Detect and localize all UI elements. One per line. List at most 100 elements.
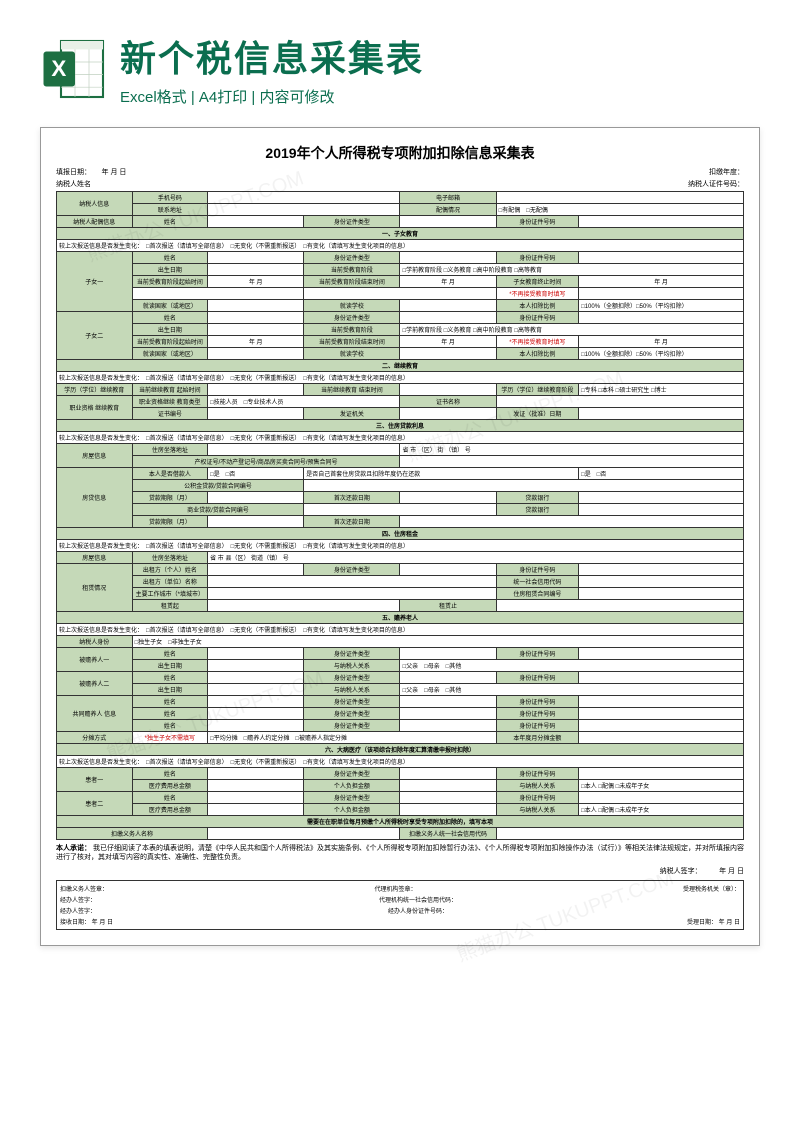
sheet-preview: 2019年个人所得税专项附加扣除信息采集表 填报日期： 年 月 日 扣缴年度： …: [40, 127, 760, 946]
cell: 就读国家（或地区）: [132, 300, 208, 312]
cell: 身份证件号码: [496, 252, 578, 264]
cell: 身份证件类型: [304, 312, 400, 324]
cell: 配偶情况: [400, 204, 496, 216]
payer-id-label: 纳税人证件号码：: [688, 179, 744, 189]
cell: 身份证件类型: [304, 672, 400, 684]
cell: 住房坐落地址: [132, 552, 208, 564]
cell: 与纳税人关系: [496, 780, 578, 792]
cell: 当前受教育阶段结束时间: [304, 276, 400, 288]
meta-row: 填报日期： 年 月 日 扣缴年度：: [56, 167, 744, 177]
cell: 出生日期: [132, 324, 208, 336]
change-line: 较上次报送信息是否发生变化： □首次报送（请填写全部信息） □无变化（不需重新报…: [57, 240, 744, 252]
cell: 扣缴义务人名称: [57, 828, 208, 840]
cell: 姓名: [132, 216, 208, 228]
cell: 身份证件号码: [496, 720, 578, 732]
declaration: 本人承诺： 我已仔细阅读了本表的填表说明，清楚《中华人民共和国个人所得税法》及其…: [56, 844, 744, 862]
cell: 纳税人信息: [57, 192, 133, 216]
section-header: 三、住房贷款利息: [57, 420, 744, 432]
change-line: 较上次报送信息是否发生变化： □首次报送（请填写全部信息） □无变化（不需重新报…: [57, 372, 744, 384]
cell: 证书编号: [132, 408, 208, 420]
cell: 就读学校: [304, 300, 400, 312]
cell: 学历（学位）继续教育阶段: [496, 384, 578, 396]
cell: 房贷信息: [57, 468, 133, 528]
change-line: 较上次报送信息是否发生变化： □首次报送（请填写全部信息） □无变化（不需重新报…: [57, 432, 744, 444]
cell: 身份证件号码: [496, 672, 578, 684]
cell: 贷款期限（月）: [132, 492, 208, 504]
cell: 省 市 县（区） 街道（镇） 号: [208, 552, 744, 564]
cell: 被赡养人一: [57, 648, 133, 672]
cell: 身份证件类型: [304, 696, 400, 708]
excel-icon: X: [40, 34, 110, 104]
cell: 本人扣除比例: [496, 348, 578, 360]
cell: 姓名: [132, 708, 208, 720]
date-fmt: 年 月 日: [102, 169, 127, 176]
cell: □平均分摊 □赡养人约定分摊 □被赡养人指定分摊: [208, 732, 497, 744]
section-header: 二、继续教育: [57, 360, 744, 372]
cell: 姓名: [132, 696, 208, 708]
cell: 电子邮箱: [400, 192, 496, 204]
cell: 是否自己首套住房贷款且扣除年度仍在还款: [304, 468, 579, 480]
cell: 证书名称: [400, 396, 496, 408]
payer-sign-label: 纳税人签字：: [660, 868, 699, 875]
cell: □父亲 □母亲 □其他: [400, 684, 744, 696]
cell: 年 月: [579, 276, 744, 288]
cell: 贷款银行: [496, 492, 578, 504]
cell: 就读学校: [304, 348, 400, 360]
cell: 医疗费用总金额: [132, 780, 208, 792]
cell: 当前受教育阶段结束时间: [304, 336, 400, 348]
cell: 发证机关: [304, 408, 400, 420]
cell: 当前受教育阶段起始时间: [132, 336, 208, 348]
cell: □父亲 □母亲 □其他: [400, 660, 744, 672]
cell: □本人 □配偶 □未成年子女: [579, 780, 744, 792]
cell: 年 月: [208, 276, 304, 288]
cell: 纳税人配偶信息: [57, 216, 133, 228]
cell: 房屋信息: [57, 552, 133, 564]
cell-warning: *不再接受教育时填写: [496, 336, 578, 348]
cell: 出生日期: [132, 264, 208, 276]
sheet-title: 2019年个人所得税专项附加扣除信息采集表: [56, 143, 744, 163]
cell: 身份证件号码: [496, 792, 578, 804]
cell: 本人扣除比例: [496, 300, 578, 312]
cell: 姓名: [132, 768, 208, 780]
cell: 身份证件号码: [496, 312, 578, 324]
cell: 年 月: [579, 336, 744, 348]
cell: 产权证号/不动产登记号/商品房买卖合同号/预售合同号: [132, 456, 400, 468]
cell: 患者二: [57, 792, 133, 816]
cell: 房屋信息: [57, 444, 133, 468]
cell: □本人 □配偶 □未成年子女: [579, 804, 744, 816]
section-header: 六、大病医疗（该项综合扣除年度汇算清缴申报时扣除）: [57, 744, 744, 756]
cell: 主要工作城市（*填城市）: [132, 588, 208, 600]
cell: 扣缴义务人统一社会信用代码: [400, 828, 496, 840]
handler2: 经办人签字：: [60, 906, 96, 915]
cell: 年 月: [400, 336, 496, 348]
accept-org: 受理税务机关（章）：: [683, 884, 740, 893]
cell: 身份证件号码: [496, 216, 578, 228]
header-text: 新个税信息采集表 Excel格式 | A4打印 | 内容可修改: [120, 30, 760, 107]
cell: 公积金贷款/贷款合同编号: [132, 480, 304, 492]
cell: 租赁情况: [57, 564, 133, 612]
cell: 纳税人身份: [57, 636, 133, 648]
cell: 统一社会信用代码: [496, 576, 578, 588]
cell-warning: *独生子女不需填写: [132, 732, 208, 744]
cell: 医疗费用总金额: [132, 804, 208, 816]
agent-code: 代理机构统一社会信用代码：: [379, 895, 457, 904]
form-table: 纳税人信息手机号码电子邮箱 联系地址配偶情况□有配偶 □无配偶 纳税人配偶信息姓…: [56, 191, 744, 840]
cell: 就读国家（或地区）: [132, 348, 208, 360]
cell: 联系地址: [132, 204, 208, 216]
template-header: X 新个税信息采集表 Excel格式 | A4打印 | 内容可修改: [0, 0, 800, 117]
cell: 子女二: [57, 312, 133, 360]
cell: 首次还款日期: [304, 492, 400, 504]
cell: 商业贷款/贷款合同编号: [132, 504, 304, 516]
cell: 姓名: [132, 672, 208, 684]
declare-body: 我已仔细阅读了本表的填表说明，清楚《中华人民共和国个人所得税法》及其实施条例、《…: [56, 845, 744, 861]
cell: 当前继续教育 结束时间: [304, 384, 400, 396]
change-line: 较上次报送信息是否发生变化： □首次报送（请填写全部信息） □无变化（不需重新报…: [57, 756, 744, 768]
cell: 手机号码: [132, 192, 208, 204]
cell: 租赁止: [400, 600, 496, 612]
cell: 身份证件类型: [304, 216, 400, 228]
cell: 年 月: [400, 276, 496, 288]
cell: 发证（批准）日期: [496, 408, 578, 420]
cell: □是 □否: [579, 468, 744, 480]
cell: 姓名: [132, 792, 208, 804]
cell: 出生日期: [132, 660, 208, 672]
